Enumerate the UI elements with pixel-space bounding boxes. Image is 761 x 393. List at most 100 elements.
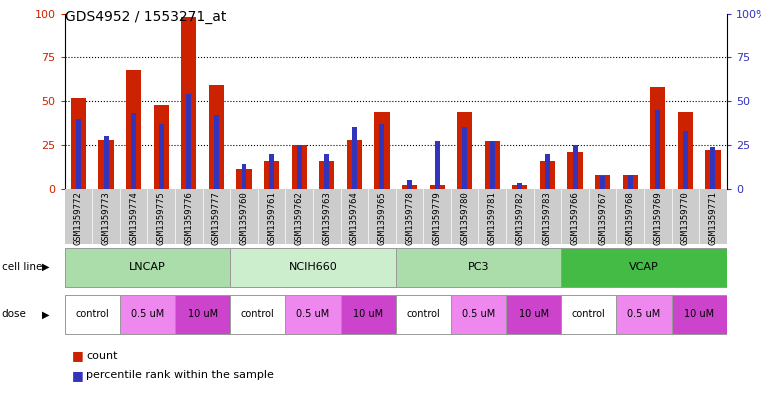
Bar (650, 87, 665, 189)
Text: NCIH660: NCIH660 (288, 262, 337, 272)
Bar (230, 248, 396, 286)
Text: GSM1359765: GSM1359765 (377, 191, 387, 245)
Text: GSM1359772: GSM1359772 (74, 191, 83, 245)
Text: GSM1359778: GSM1359778 (405, 191, 414, 245)
Bar (285, 189, 313, 244)
Text: 0.5 uM: 0.5 uM (627, 309, 661, 320)
Bar (711, 147, 715, 189)
Bar (435, 141, 440, 189)
Text: control: control (75, 309, 109, 320)
Bar (175, 189, 202, 244)
Text: ■: ■ (72, 349, 84, 362)
Text: GSM1359774: GSM1359774 (129, 191, 139, 245)
Bar (352, 127, 357, 189)
Bar (175, 295, 230, 334)
Bar (545, 154, 550, 189)
Text: 0.5 uM: 0.5 uM (296, 309, 330, 320)
Text: PC3: PC3 (468, 262, 489, 272)
Text: GSM1359760: GSM1359760 (240, 191, 249, 245)
Text: 10 uM: 10 uM (684, 309, 715, 320)
Bar (628, 174, 632, 189)
Text: GSM1359777: GSM1359777 (212, 191, 221, 245)
Bar (258, 189, 285, 244)
Text: GSM1359770: GSM1359770 (681, 191, 690, 245)
Text: GSM1359768: GSM1359768 (626, 191, 635, 245)
Bar (341, 189, 368, 244)
Bar (313, 189, 340, 244)
Text: GSM1359776: GSM1359776 (184, 191, 193, 245)
Bar (396, 295, 451, 334)
Bar (490, 141, 495, 189)
Bar (705, 150, 721, 189)
Bar (71, 98, 86, 189)
Bar (561, 189, 589, 244)
Text: control: control (241, 309, 275, 320)
Bar (148, 189, 175, 244)
Bar (512, 185, 527, 189)
Text: GSM1359780: GSM1359780 (460, 191, 470, 245)
Text: control: control (572, 309, 606, 320)
Bar (103, 136, 109, 189)
Bar (595, 174, 610, 189)
Bar (600, 176, 605, 189)
Bar (671, 295, 727, 334)
Bar (341, 295, 396, 334)
Text: 10 uM: 10 uM (353, 309, 384, 320)
Bar (568, 152, 583, 189)
Bar (561, 248, 727, 286)
Text: dose: dose (2, 309, 27, 320)
Bar (396, 248, 561, 286)
Text: ▶: ▶ (42, 262, 49, 272)
Bar (678, 112, 693, 189)
Bar (380, 124, 384, 189)
Text: ▶: ▶ (42, 309, 49, 320)
Text: GSM1359783: GSM1359783 (543, 191, 552, 245)
Bar (479, 189, 506, 244)
Text: GSM1359761: GSM1359761 (267, 191, 276, 245)
Bar (76, 119, 81, 189)
Bar (462, 127, 467, 189)
Bar (683, 131, 688, 189)
Bar (98, 140, 113, 189)
Bar (230, 189, 258, 244)
Text: 0.5 uM: 0.5 uM (462, 309, 495, 320)
Text: GSM1359782: GSM1359782 (515, 191, 524, 245)
Text: GSM1359779: GSM1359779 (432, 191, 441, 245)
Bar (368, 189, 396, 244)
Bar (65, 248, 230, 286)
Text: GSM1359767: GSM1359767 (598, 191, 607, 245)
Bar (622, 174, 638, 189)
Bar (699, 189, 727, 244)
Text: GSM1359762: GSM1359762 (295, 191, 304, 245)
Bar (540, 161, 555, 189)
Text: GSM1359769: GSM1359769 (653, 191, 662, 245)
Bar (291, 145, 307, 189)
Text: 10 uM: 10 uM (187, 309, 218, 320)
Text: count: count (86, 351, 117, 361)
Text: ■: ■ (72, 369, 84, 382)
Bar (407, 180, 412, 189)
Bar (202, 189, 230, 244)
Bar (671, 189, 699, 244)
Text: percentile rank within the sample: percentile rank within the sample (86, 370, 274, 380)
Text: GSM1359781: GSM1359781 (488, 191, 497, 245)
Bar (319, 161, 334, 189)
Bar (65, 189, 92, 244)
Bar (65, 295, 119, 334)
Bar (533, 189, 561, 244)
Text: VCAP: VCAP (629, 262, 659, 272)
Bar (485, 141, 500, 189)
Bar (396, 189, 423, 244)
Bar (457, 112, 473, 189)
Bar (451, 189, 479, 244)
Bar (241, 164, 247, 189)
Bar (517, 184, 522, 189)
Bar (374, 112, 390, 189)
Text: control: control (406, 309, 440, 320)
Bar (506, 295, 561, 334)
Bar (561, 295, 616, 334)
Bar (324, 154, 330, 189)
Bar (230, 295, 285, 334)
Bar (237, 169, 252, 189)
Bar (154, 105, 169, 189)
